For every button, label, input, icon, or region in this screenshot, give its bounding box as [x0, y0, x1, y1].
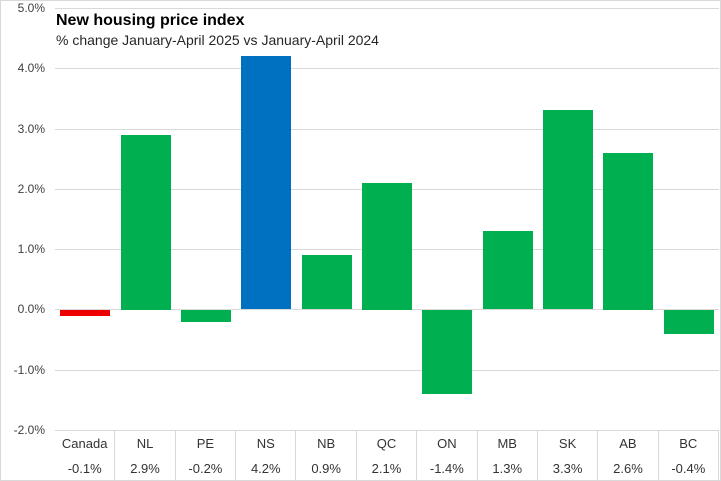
y-tick-label: 1.0% — [17, 242, 45, 256]
chart-title: New housing price index — [56, 12, 245, 29]
data-table: Canada NL PE NS NB QC ON MB SK AB BC -0.1% 2.9% -0.2%… — [55, 430, 719, 480]
y-tick-label: 5.0% — [17, 1, 45, 15]
table-category-cell: Canada — [55, 431, 116, 456]
bar-ab — [603, 153, 653, 310]
table-category-cell: BC — [659, 431, 719, 456]
table-category-cell: NS — [236, 431, 297, 456]
gridline — [55, 370, 719, 371]
table-category-cell: MB — [478, 431, 538, 456]
bar-bc — [664, 310, 714, 334]
table-category-cell: NB — [296, 431, 357, 456]
bar-mb — [483, 231, 533, 309]
chart-subtitle: % change January-April 2025 vs January-A… — [56, 32, 379, 48]
y-tick-label: -1.0% — [13, 363, 45, 377]
gridline — [55, 129, 719, 130]
table-value-cell: 2.9% — [115, 456, 176, 480]
bar-sk — [543, 110, 593, 309]
table-value-cell: 1.3% — [478, 456, 538, 480]
table-value-cell: -1.4% — [417, 456, 478, 480]
table-category-cell: QC — [357, 431, 418, 456]
table-category-cell: AB — [598, 431, 659, 456]
table-category-cell: SK — [538, 431, 599, 456]
table-category-cell: PE — [176, 431, 237, 456]
bar-nb — [302, 255, 352, 309]
gridline — [55, 68, 719, 69]
y-tick-label: 3.0% — [17, 122, 45, 136]
table-value-cell: 3.3% — [538, 456, 599, 480]
y-tick-label: 0.0% — [17, 302, 45, 316]
table-value-cell: 0.9% — [296, 456, 357, 480]
bar-qc — [362, 183, 412, 310]
bar-pe — [181, 310, 231, 322]
y-tick-label: 4.0% — [17, 61, 45, 75]
gridline — [55, 8, 719, 9]
table-value-cell: 2.1% — [357, 456, 418, 480]
table-value-cell: -0.4% — [659, 456, 719, 480]
table-category-cell: NL — [115, 431, 176, 456]
table-value-cell: 4.2% — [236, 456, 297, 480]
bar-nl — [121, 135, 171, 310]
table-value-cell: -0.1% — [55, 456, 116, 480]
y-tick-label: -2.0% — [13, 423, 45, 437]
bar-on — [422, 310, 472, 394]
bar-ns — [241, 56, 291, 309]
bar-canada — [60, 310, 110, 316]
table-value-cell: 2.6% — [598, 456, 659, 480]
table-value-cell: -0.2% — [176, 456, 237, 480]
table-category-cell: ON — [417, 431, 478, 456]
y-tick-label: 2.0% — [17, 182, 45, 196]
